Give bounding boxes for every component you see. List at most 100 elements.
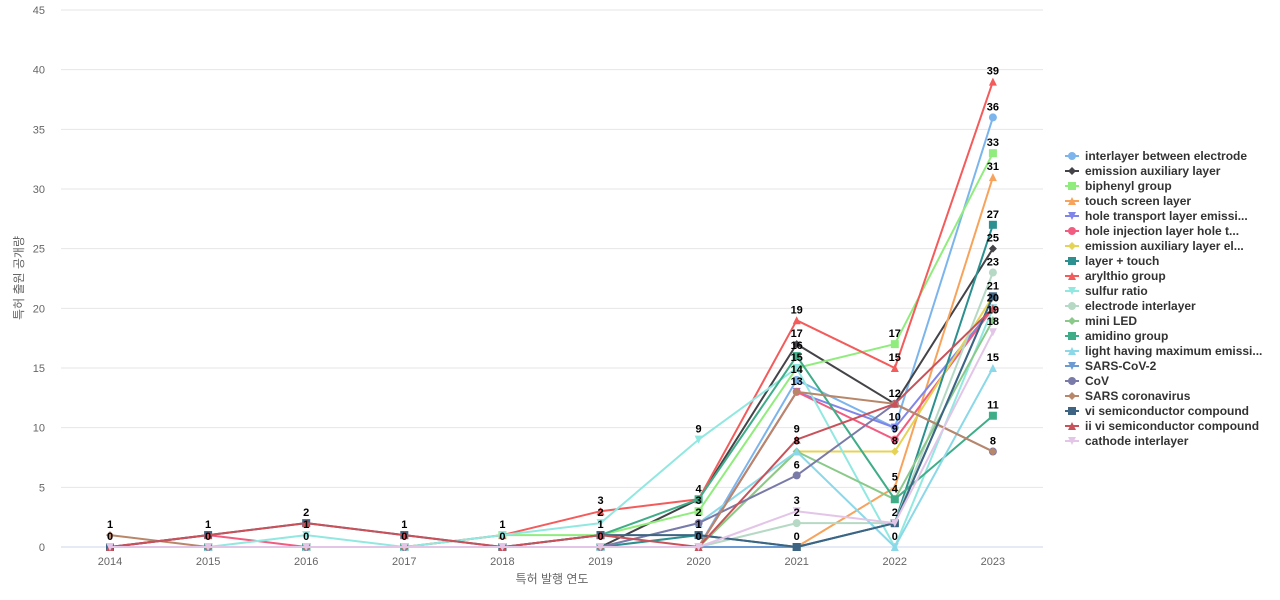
data-point[interactable] xyxy=(988,304,997,313)
legend-item[interactable]: electrode interlayer xyxy=(1065,299,1196,313)
data-point[interactable] xyxy=(694,495,703,504)
legend-marker[interactable] xyxy=(1068,152,1076,160)
legend-marker[interactable] xyxy=(1068,257,1076,265)
legend-item[interactable]: hole injection layer hole t... xyxy=(1065,224,1239,238)
series-line[interactable] xyxy=(109,176,994,548)
data-point[interactable] xyxy=(890,447,899,456)
data-point[interactable] xyxy=(694,507,703,516)
data-point[interactable] xyxy=(596,507,605,516)
legend-marker[interactable] xyxy=(1068,317,1076,325)
data-point[interactable] xyxy=(596,543,605,551)
data-point[interactable] xyxy=(890,423,899,432)
data-point[interactable] xyxy=(792,352,801,361)
legend-marker[interactable] xyxy=(1068,242,1076,250)
series-line[interactable] xyxy=(109,152,994,548)
data-point[interactable] xyxy=(792,316,801,325)
data-point[interactable] xyxy=(792,519,801,528)
data-point[interactable] xyxy=(694,435,703,444)
legend-marker[interactable] xyxy=(1068,377,1076,385)
data-point[interactable] xyxy=(204,543,213,551)
series-line[interactable] xyxy=(109,295,994,548)
data-point[interactable] xyxy=(302,543,311,551)
data-point[interactable] xyxy=(890,364,899,372)
legend-item[interactable]: ii vi semiconductor compound xyxy=(1065,419,1259,433)
series-line[interactable] xyxy=(109,331,994,548)
data-point[interactable] xyxy=(890,543,899,551)
legend-item[interactable]: light having maximum emissi... xyxy=(1065,344,1262,358)
legend-marker[interactable] xyxy=(1068,347,1076,355)
data-point[interactable] xyxy=(694,543,703,551)
series-line[interactable] xyxy=(109,367,994,548)
data-point[interactable] xyxy=(988,173,997,182)
data-point[interactable] xyxy=(400,543,409,551)
data-point[interactable] xyxy=(988,364,997,372)
legend-item[interactable]: amidino group xyxy=(1065,329,1168,343)
data-point[interactable] xyxy=(792,435,801,444)
data-point[interactable] xyxy=(400,531,409,540)
data-point[interactable] xyxy=(988,268,997,277)
data-point[interactable] xyxy=(596,519,605,528)
data-point[interactable] xyxy=(988,244,997,253)
legend-marker[interactable] xyxy=(1068,212,1076,220)
data-point[interactable] xyxy=(792,447,801,456)
data-point[interactable] xyxy=(792,387,801,396)
legend-item[interactable]: layer + touch xyxy=(1065,254,1159,268)
series-line[interactable] xyxy=(109,223,994,548)
data-point[interactable] xyxy=(988,113,997,122)
legend-item[interactable]: SARS-CoV-2 xyxy=(1065,359,1157,373)
legend-item[interactable]: vi semiconductor compound xyxy=(1065,404,1249,418)
legend-marker[interactable] xyxy=(1068,167,1076,175)
data-point[interactable] xyxy=(694,519,703,528)
data-point[interactable] xyxy=(302,531,311,540)
series-line[interactable] xyxy=(109,402,994,548)
legend-item[interactable]: interlayer between electrode xyxy=(1065,149,1247,163)
data-point[interactable] xyxy=(890,340,899,349)
legend-marker[interactable] xyxy=(1068,287,1076,295)
series-line[interactable] xyxy=(109,271,994,548)
legend-item[interactable]: emission auxiliary layer xyxy=(1065,164,1221,178)
legend-item[interactable]: cathode interlayer xyxy=(1065,434,1189,448)
data-point[interactable] xyxy=(694,531,703,540)
series-line[interactable] xyxy=(109,295,994,548)
data-point[interactable] xyxy=(302,519,311,528)
data-point[interactable] xyxy=(792,471,801,480)
legend-marker[interactable] xyxy=(1068,197,1076,205)
legend-marker[interactable] xyxy=(1068,302,1076,310)
data-point[interactable] xyxy=(988,411,997,420)
data-point[interactable] xyxy=(890,399,899,408)
legend-item[interactable]: emission auxiliary layer el... xyxy=(1065,239,1244,253)
legend-marker[interactable] xyxy=(1068,437,1076,445)
data-point[interactable] xyxy=(890,483,899,492)
legend-marker[interactable] xyxy=(1068,362,1076,370)
data-point[interactable] xyxy=(596,531,605,540)
data-point[interactable] xyxy=(792,375,801,384)
data-point[interactable] xyxy=(498,531,507,540)
data-point[interactable] xyxy=(988,447,997,456)
data-point[interactable] xyxy=(988,328,997,337)
legend-item[interactable]: sulfur ratio xyxy=(1065,284,1148,298)
legend-marker[interactable] xyxy=(1068,392,1076,400)
legend-marker[interactable] xyxy=(1068,422,1076,430)
data-point[interactable] xyxy=(498,543,507,551)
legend-marker[interactable] xyxy=(1068,227,1076,235)
legend-item[interactable]: SARS coronavirus xyxy=(1065,389,1191,403)
legend-item[interactable]: CoV xyxy=(1065,374,1109,388)
legend-marker[interactable] xyxy=(1068,332,1076,340)
series-line[interactable] xyxy=(109,295,994,548)
data-point[interactable] xyxy=(988,316,997,325)
data-point[interactable] xyxy=(890,435,899,444)
data-point[interactable] xyxy=(890,495,899,504)
data-point[interactable] xyxy=(988,149,997,158)
legend-marker[interactable] xyxy=(1068,272,1076,280)
legend-item[interactable]: mini LED xyxy=(1065,314,1137,328)
data-point[interactable] xyxy=(792,340,801,349)
series-line[interactable] xyxy=(109,247,994,548)
data-point[interactable] xyxy=(988,77,997,86)
series-line[interactable] xyxy=(109,307,994,548)
legend-marker[interactable] xyxy=(1068,182,1076,190)
legend-item[interactable]: arylthio group xyxy=(1065,269,1166,283)
data-point[interactable] xyxy=(106,543,114,551)
legend-marker[interactable] xyxy=(1068,407,1076,415)
data-point[interactable] xyxy=(792,507,801,516)
